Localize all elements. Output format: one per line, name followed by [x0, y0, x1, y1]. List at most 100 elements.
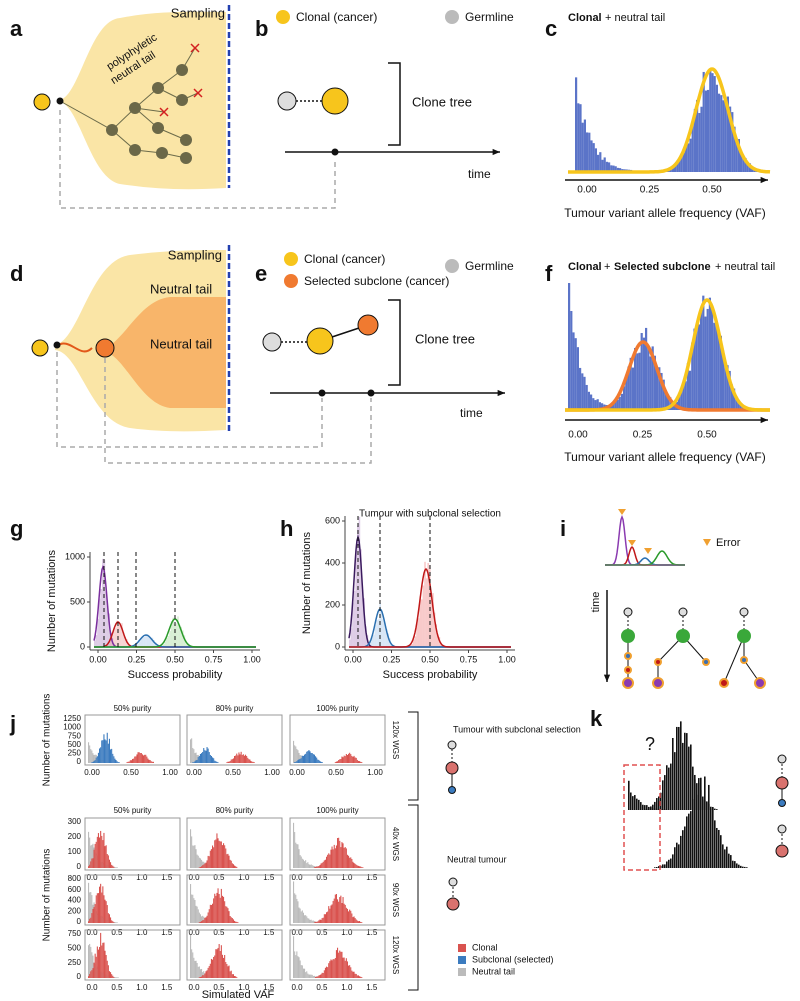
histogram-bar: [203, 975, 205, 978]
histogram-bar: [427, 563, 429, 647]
histogram-bar: [219, 841, 221, 868]
histogram-bar: [704, 90, 707, 172]
histogram-bar: [354, 973, 356, 978]
histogram-bar: [101, 740, 103, 763]
histogram-bar: [180, 626, 182, 647]
x-tick-label: 1.5: [263, 873, 275, 882]
histogram-bar: [94, 904, 96, 923]
histogram-bar: [300, 758, 302, 763]
label: time: [590, 592, 602, 613]
histogram-bar: [698, 113, 701, 172]
label: Neutral tail: [150, 281, 212, 296]
histogram-bar: [354, 863, 356, 868]
histogram-bar: [146, 634, 149, 647]
node: [95, 338, 115, 358]
column-title: 50% purity: [114, 704, 152, 713]
histogram-bar: [89, 864, 91, 868]
histogram-bar: [319, 919, 321, 923]
histogram-bar: [678, 396, 681, 410]
histogram-bar: [224, 954, 226, 978]
panel-frame: [186, 929, 283, 981]
histogram-bar: [351, 970, 353, 978]
x-tick-label: 0.5: [213, 983, 225, 992]
histogram-bar: [238, 752, 240, 763]
histogram-bar: [116, 761, 118, 763]
histogram-bar: [656, 371, 659, 410]
histogram-bar: [307, 918, 309, 923]
histogram-bar: [229, 859, 231, 868]
histogram-bar: [105, 845, 107, 868]
node: [775, 776, 789, 790]
histogram-bar: [715, 322, 718, 410]
histogram-bar: [128, 761, 130, 763]
node: [737, 629, 751, 643]
node: [367, 389, 375, 397]
histogram-bar: [313, 922, 315, 923]
histogram-bar: [432, 593, 434, 647]
histogram-bar: [351, 755, 353, 763]
histogram-bar: [360, 549, 362, 647]
histogram-bar: [340, 759, 342, 763]
histogram-bar: [213, 957, 215, 978]
histogram-bar: [234, 920, 236, 923]
histogram-bar: [182, 630, 184, 647]
histogram-bar: [193, 762, 195, 763]
histogram-bar: [103, 832, 105, 868]
histogram-bar: [653, 355, 656, 410]
histogram-bar: [90, 845, 92, 868]
histogram-bar: [90, 861, 92, 868]
histogram-bar: [141, 754, 143, 763]
histogram-bar: [177, 616, 179, 647]
histogram-bar: [247, 757, 249, 763]
histogram-bar: [726, 846, 728, 868]
histogram-bar: [668, 767, 670, 810]
histogram-bar: [320, 863, 322, 868]
histogram-bar: [201, 916, 203, 923]
histogram-bar: [100, 747, 102, 763]
node: [754, 677, 766, 689]
panel-label: b: [255, 16, 268, 41]
histogram-bar: [94, 640, 96, 647]
histogram-bar: [738, 864, 740, 868]
y-tick-label: 800: [68, 874, 82, 883]
histogram-bar: [323, 860, 325, 868]
histogram-bar: [297, 759, 299, 763]
histogram-bar: [199, 858, 201, 868]
histogram-bar: [660, 792, 662, 810]
histogram-bar: [642, 804, 644, 810]
histogram-bar: [242, 754, 244, 763]
y-tick-label: 750: [68, 929, 82, 938]
histogram-bar: [231, 918, 233, 923]
x-tick-label: 0.00: [84, 768, 100, 777]
histogram-bar: [302, 968, 304, 978]
histogram-bar: [568, 283, 571, 410]
histogram-bar: [230, 860, 232, 868]
histogram-bar: [190, 884, 192, 923]
histogram-bar: [337, 838, 339, 868]
x-tick-label: 0.0: [188, 983, 200, 992]
histogram-bar: [198, 867, 200, 868]
x-tick-label: 1.0: [341, 873, 353, 882]
histogram-bar: [650, 806, 652, 810]
histogram-bar: [215, 895, 217, 923]
histogram-bar: [91, 858, 93, 868]
histogram-bar: [226, 854, 228, 868]
histogram-bar: [95, 841, 97, 868]
histogram-bar: [202, 915, 204, 923]
histogram-bar: [315, 756, 317, 763]
histogram-bar: [90, 946, 92, 978]
node: [448, 786, 456, 794]
histogram-bar: [672, 854, 674, 868]
node: [652, 677, 664, 689]
histogram-bar: [93, 962, 95, 978]
histogram-bar: [316, 921, 318, 923]
y-tick-label: 1000: [63, 723, 81, 732]
histogram-bar: [614, 400, 617, 410]
histogram-bar: [312, 975, 314, 978]
row-label: 90x WGS: [391, 883, 400, 917]
histogram-bar: [630, 792, 632, 810]
histogram-bar: [190, 935, 192, 978]
histogram-bar: [318, 759, 320, 763]
shape: [56, 352, 323, 448]
histogram-bar: [309, 864, 311, 868]
